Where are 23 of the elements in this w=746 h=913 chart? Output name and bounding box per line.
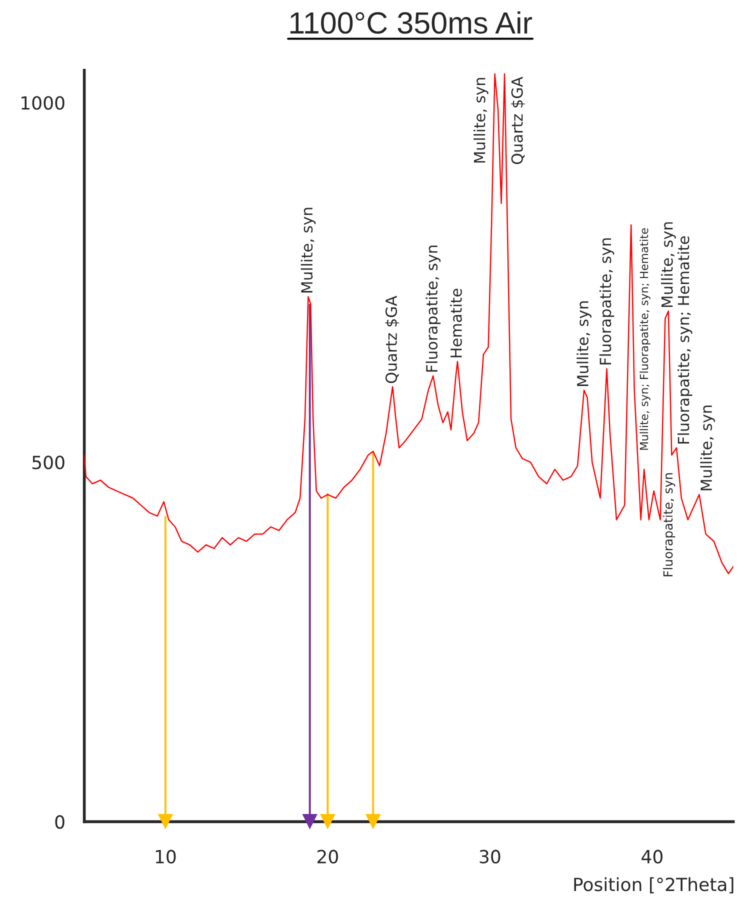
y-tick-label: 1000 (22, 96, 64, 110)
annotation: Quartz $GA (511, 76, 525, 164)
annotation: Mullite, syn (300, 208, 316, 293)
y-tick-label: 0 (55, 815, 64, 829)
annotation: Mullite, syn (576, 301, 592, 386)
annotation: Mullite, syn; Fluorapatite, syn; Hematite (640, 228, 650, 450)
annotation: Mullite, syn (700, 406, 715, 490)
annotation: Fluorapatite, syn (663, 473, 676, 576)
chart-title: 1100°C 350ms Air (290, 11, 532, 34)
annotation: Fluorapatite, syn (599, 238, 614, 364)
line-series (84, 73, 734, 574)
x-tick-label: 10 (156, 850, 176, 864)
annotation: Quartz $GA (385, 296, 400, 384)
y-tick-label: 500 (32, 456, 64, 470)
x-tick-label: 30 (480, 850, 500, 864)
annotation: Fluorapatite, syn (426, 246, 441, 372)
annotation: Mullite, syn (661, 222, 676, 307)
x-tick-label: 40 (642, 850, 662, 864)
annotation: Hematite (450, 288, 462, 358)
annotation: Mullite, syn (474, 78, 488, 163)
x-tick-label: 20 (318, 850, 338, 864)
x-axis-title: Position [°2Theta] (574, 877, 734, 894)
annotation: Fluorapatite, syn; Hematite (677, 236, 692, 444)
